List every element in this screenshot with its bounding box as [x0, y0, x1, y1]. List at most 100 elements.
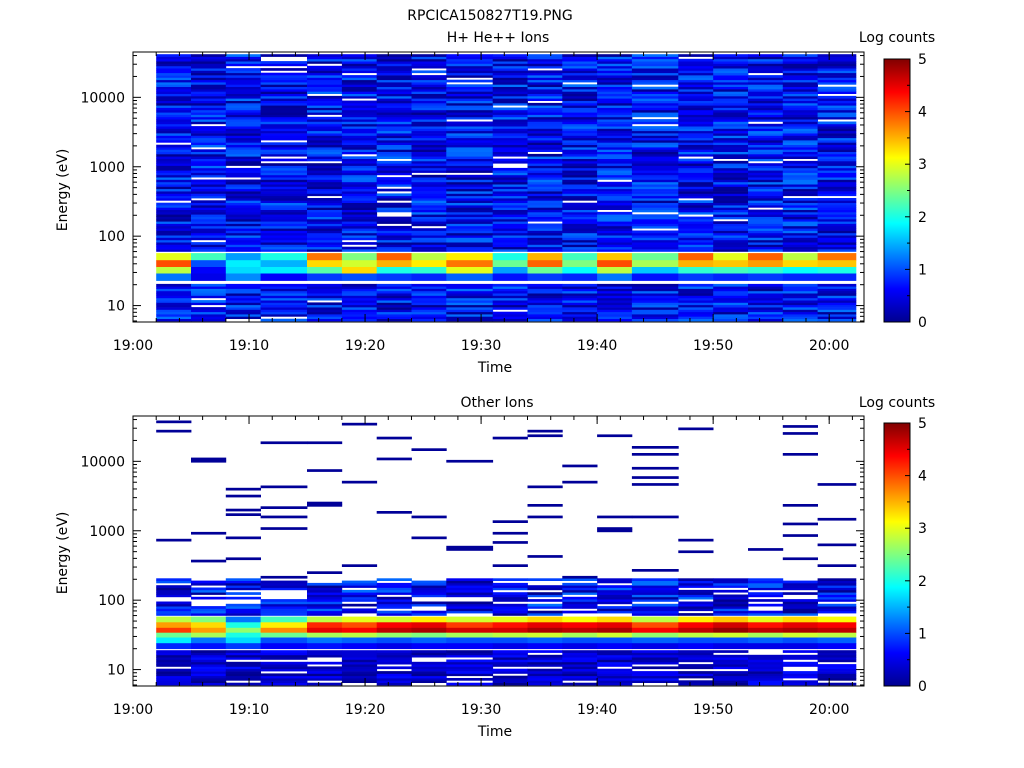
heatmap-cell — [678, 225, 714, 229]
heatmap-cell — [492, 209, 528, 213]
heatmap-cell — [341, 627, 378, 634]
heatmap-cell — [817, 151, 857, 155]
heatmap-cell — [376, 249, 412, 252]
heatmap-cell — [260, 89, 308, 92]
heatmap-cell — [631, 680, 679, 683]
heatmap-cell — [260, 580, 308, 584]
heatmap-cell — [713, 82, 749, 85]
heatmap-cell — [631, 79, 679, 83]
heatmap-cell — [492, 205, 528, 208]
heatmap-cell — [748, 548, 784, 551]
heatmap-cell — [191, 172, 227, 176]
heatmap-cell — [562, 637, 598, 644]
heatmap-cell — [748, 682, 784, 686]
heatmap-cell — [817, 167, 857, 171]
heatmap-cell — [307, 112, 343, 115]
heatmap-cell — [631, 260, 679, 268]
heatmap-cell — [748, 668, 784, 672]
heatmap-cell — [631, 273, 679, 281]
heatmap-cell — [225, 223, 261, 227]
heatmap-cell — [527, 515, 563, 519]
heatmap-cell — [678, 592, 714, 595]
heatmap-cell — [411, 675, 447, 679]
heatmap-cell — [307, 140, 343, 143]
heatmap-cell — [156, 253, 192, 261]
heatmap-cell — [527, 643, 563, 650]
heatmap-cell — [492, 56, 528, 60]
heatmap-cell — [631, 288, 679, 292]
heatmap-cell — [341, 300, 378, 303]
heatmap-cell — [678, 613, 714, 616]
heatmap-cell — [562, 237, 598, 241]
heatmap-cell — [782, 188, 818, 192]
heatmap-cell — [411, 54, 447, 57]
heatmap-cell — [191, 149, 227, 152]
heatmap-cell — [492, 622, 528, 629]
heatmap-cell — [713, 309, 749, 313]
heatmap-cell — [446, 311, 494, 315]
heatmap-cell — [191, 121, 227, 125]
heatmap-cell — [678, 314, 714, 317]
heatmap-cell — [156, 302, 192, 306]
heatmap-cell — [191, 232, 227, 236]
heatmap-cell — [411, 160, 447, 164]
heatmap-cell — [191, 654, 227, 658]
heatmap-cell — [748, 242, 784, 245]
heatmap-cell — [562, 140, 598, 143]
heatmap-cell — [341, 156, 378, 159]
heatmap-cell — [341, 603, 378, 607]
heatmap-cell — [341, 585, 378, 588]
heatmap-cell — [156, 246, 192, 250]
heatmap-cell — [492, 200, 528, 203]
heatmap-cell — [341, 657, 378, 660]
heatmap-cell — [782, 671, 818, 674]
heatmap-cell — [225, 202, 261, 206]
heatmap-cell — [225, 156, 261, 159]
heatmap-cell — [411, 205, 447, 208]
heatmap-cell — [748, 156, 784, 159]
heatmap-cell — [678, 144, 714, 148]
heatmap-cell — [191, 119, 227, 122]
heatmap-cell — [260, 200, 308, 203]
heatmap-cell — [411, 209, 447, 213]
heatmap-cell — [411, 93, 447, 97]
heatmap-cell — [631, 167, 679, 171]
heatmap-cell — [597, 235, 633, 238]
heatmap-cell — [260, 209, 308, 213]
heatmap-cell — [631, 613, 679, 616]
heatmap-cell — [411, 188, 447, 192]
heatmap-cell — [376, 188, 412, 192]
heatmap-cell — [678, 221, 714, 224]
heatmap-cell — [527, 578, 563, 581]
heatmap-cell — [748, 637, 784, 644]
heatmap-cell — [376, 177, 412, 180]
heatmap-cell — [678, 300, 714, 303]
heatmap-cell — [527, 678, 563, 681]
heatmap-cell — [562, 673, 598, 677]
heatmap-cell — [156, 580, 192, 584]
heatmap-cell — [307, 61, 343, 64]
heatmap-cell — [713, 246, 749, 250]
heatmap-cell — [678, 174, 714, 178]
heatmap-cell — [446, 643, 494, 650]
heatmap-cell — [307, 188, 343, 192]
heatmap-cell — [597, 578, 633, 581]
heatmap-cell — [817, 82, 857, 85]
heatmap-cell — [748, 214, 784, 217]
heatmap-cell — [260, 295, 308, 299]
heatmap-cell — [782, 105, 818, 108]
heatmap-cell — [713, 107, 749, 111]
heatmap-cell — [156, 109, 192, 113]
heatmap-cell — [446, 587, 494, 591]
heatmap-cell — [411, 246, 447, 250]
heatmap-cell — [411, 650, 447, 653]
heatmap-cell — [376, 302, 412, 306]
heatmap-cell — [411, 592, 447, 595]
heatmap-cell — [527, 202, 563, 206]
heatmap-cell — [631, 75, 679, 78]
heatmap-cell — [376, 610, 412, 614]
heatmap-cell — [411, 61, 447, 64]
heatmap-cell — [191, 596, 227, 600]
heatmap-cell — [713, 589, 749, 593]
heatmap-cell — [376, 246, 412, 250]
